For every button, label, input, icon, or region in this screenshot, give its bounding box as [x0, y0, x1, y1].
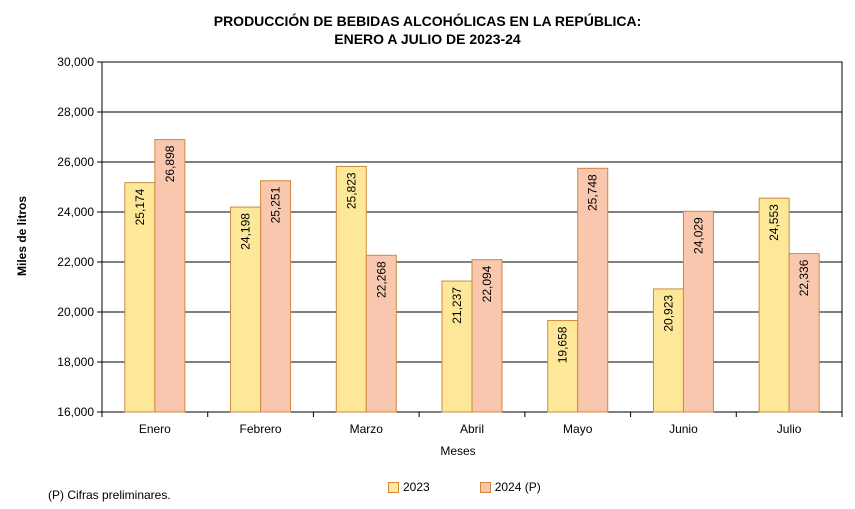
bar-2023-abril [441, 280, 473, 413]
x-tick-label: Febrero [240, 422, 282, 436]
bar-2024-julio [788, 253, 820, 413]
legend: 2023 2024 (P) [388, 480, 591, 494]
bar-2024-mayo [577, 167, 609, 413]
y-tick-label: 16,000 [57, 405, 94, 419]
data-label: 26,898 [163, 145, 177, 182]
x-axis-label: Meses [440, 444, 476, 458]
data-label: 24,198 [239, 213, 253, 250]
y-tick-label: 30,000 [57, 55, 94, 69]
x-tick-label: Junio [669, 422, 698, 436]
x-tick-label: Mayo [563, 422, 593, 436]
data-label: 22,094 [480, 265, 494, 302]
bar-2024-marzo [365, 254, 397, 413]
data-label: 25,748 [586, 174, 600, 211]
chart-title-line1: PRODUCCIÓN DE BEBIDAS ALCOHÓLICAS EN LA … [213, 13, 642, 29]
y-axis-label: Miles de litros [15, 195, 29, 277]
bar-2023-marzo [335, 165, 367, 413]
footnote: (P) Cifras preliminares. [48, 488, 171, 502]
bar-2023-julio [758, 197, 790, 413]
legend-swatch-2023 [388, 481, 399, 493]
data-label: 21,237 [450, 287, 464, 324]
bar-2024-abril [471, 259, 503, 413]
y-tick-label: 26,000 [57, 155, 94, 169]
y-tick-label: 28,000 [57, 105, 94, 119]
y-tick-label: 18,000 [57, 355, 94, 369]
x-tick-label: Marzo [350, 422, 384, 436]
data-label: 24,553 [767, 204, 781, 241]
legend-label-2023: 2023 [403, 480, 430, 494]
chart-title: PRODUCCIÓN DE BEBIDAS ALCOHÓLICAS EN LA … [0, 12, 855, 48]
data-label: 19,658 [556, 326, 570, 363]
y-tick-label: 24,000 [57, 205, 94, 219]
legend-item-2023: 2023 [388, 480, 430, 494]
data-label: 20,923 [661, 295, 675, 332]
data-label: 24,029 [691, 217, 705, 254]
data-label: 25,823 [344, 172, 358, 209]
bar-2024-febrero [260, 180, 292, 413]
legend-item-2024: 2024 (P) [479, 480, 541, 494]
bar-2023-enero [124, 182, 156, 413]
x-tick-label: Enero [139, 422, 171, 436]
data-label: 22,336 [797, 259, 811, 296]
bar-2023-junio [652, 288, 684, 413]
bar-2024-enero [154, 139, 186, 413]
legend-swatch-2024 [479, 481, 491, 493]
y-tick-label: 22,000 [57, 255, 94, 269]
bar-2024-junio [682, 210, 714, 413]
data-label: 25,174 [133, 188, 147, 225]
y-tick-label: 20,000 [57, 305, 94, 319]
data-label: 22,268 [374, 261, 388, 298]
data-label: 25,251 [269, 186, 283, 223]
bar-2023-mayo [547, 320, 579, 413]
chart-title-line2: ENERO A JULIO DE 2023-24 [334, 31, 521, 47]
x-tick-label: Abril [460, 422, 484, 436]
legend-label-2024: 2024 (P) [494, 480, 541, 494]
x-tick-label: Julio [777, 422, 802, 436]
